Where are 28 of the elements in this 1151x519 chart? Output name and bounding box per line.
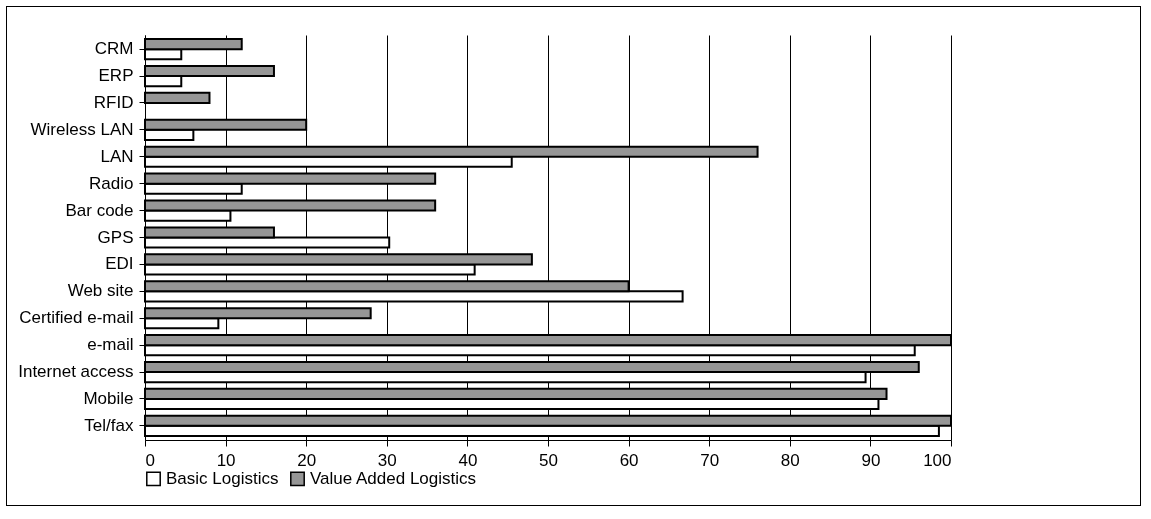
legend-label: Value Added Logistics bbox=[310, 468, 477, 488]
y-tick-label: Wireless LAN bbox=[30, 119, 134, 139]
y-tick-label: Radio bbox=[89, 173, 134, 193]
y-tick-label: ERP bbox=[98, 66, 134, 86]
y-tick-label: e-mail bbox=[87, 335, 134, 355]
y-tick-label: EDI bbox=[105, 254, 134, 274]
x-tick-label: 70 bbox=[700, 450, 720, 470]
x-tick-label: 50 bbox=[539, 450, 558, 470]
x-tick-label: 80 bbox=[780, 450, 800, 470]
y-tick-label: Internet access bbox=[18, 362, 134, 382]
x-tick-label: 10 bbox=[216, 450, 236, 470]
y-tick-label: Tel/fax bbox=[84, 415, 134, 435]
y-tick-label: Mobile bbox=[83, 388, 134, 408]
x-tick-label: 40 bbox=[458, 450, 478, 470]
x-tick-label: 0 bbox=[145, 450, 155, 470]
y-tick-label: Certified e-mail bbox=[19, 308, 134, 328]
x-tick-label: 90 bbox=[861, 450, 881, 470]
legend-label: Basic Logistics bbox=[166, 468, 279, 488]
y-tick-label: CRM bbox=[94, 39, 134, 59]
y-tick-label: Web site bbox=[67, 281, 134, 301]
y-tick-label: RFID bbox=[93, 92, 134, 112]
x-tick-label: 30 bbox=[377, 450, 397, 470]
x-tick-label: 100 bbox=[923, 450, 952, 470]
x-tick-label: 60 bbox=[619, 450, 639, 470]
x-tick-label: 20 bbox=[297, 450, 317, 470]
y-tick-label: LAN bbox=[100, 146, 134, 166]
y-tick-label: Bar code bbox=[65, 200, 134, 220]
y-tick-label: GPS bbox=[97, 227, 134, 247]
